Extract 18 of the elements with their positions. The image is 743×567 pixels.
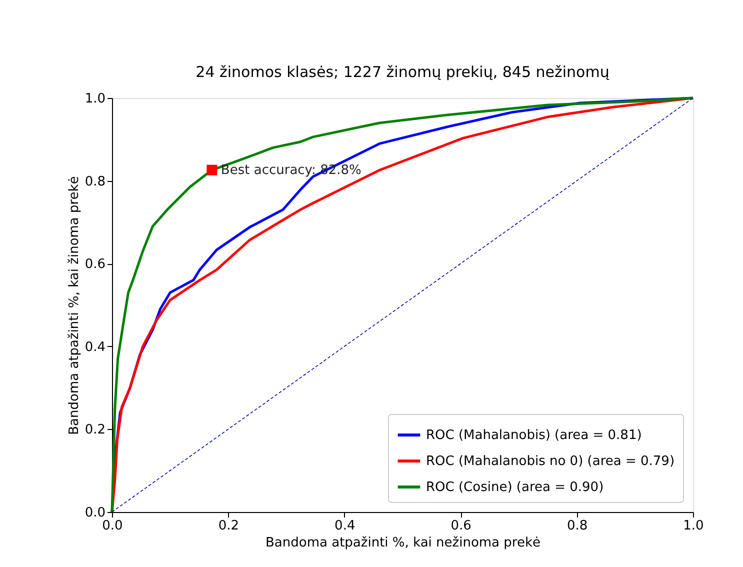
chart-title: 24 žinomos klasės; 1227 žinomų prekių, 845 nežinomų [196, 63, 610, 81]
x-tick-label: 0.6 [450, 518, 472, 534]
x-tick-label: 0.4 [334, 518, 356, 534]
x-tick-label: 0.0 [102, 518, 123, 534]
legend-label: ROC (Cosine) (area = 0.90) [426, 480, 604, 495]
x-tick-label: 0.8 [566, 518, 588, 534]
legend-label: ROC (Mahalanobis no 0) (area = 0.79) [426, 454, 675, 469]
x-axis-title: Bandoma atpažinti %, kai nežinoma prekė [266, 536, 540, 550]
y-tick-label: 1.0 [84, 92, 106, 106]
y-tick-label: 0.0 [84, 506, 106, 520]
y-tick-label: 0.2 [84, 422, 106, 438]
x-tick-label: 0.2 [218, 518, 240, 534]
y-tick-label: 0.8 [84, 174, 106, 190]
y-tick-label: 0.6 [84, 257, 106, 272]
x-tick-label: 1.0 [683, 518, 704, 534]
legend-label: ROC (Mahalanobis) (area = 0.81) [426, 428, 642, 443]
y-tick-label: 0.4 [84, 340, 106, 355]
y-axis-title: Bandoma atpažinti %, kai žinoma prekė [66, 176, 82, 435]
